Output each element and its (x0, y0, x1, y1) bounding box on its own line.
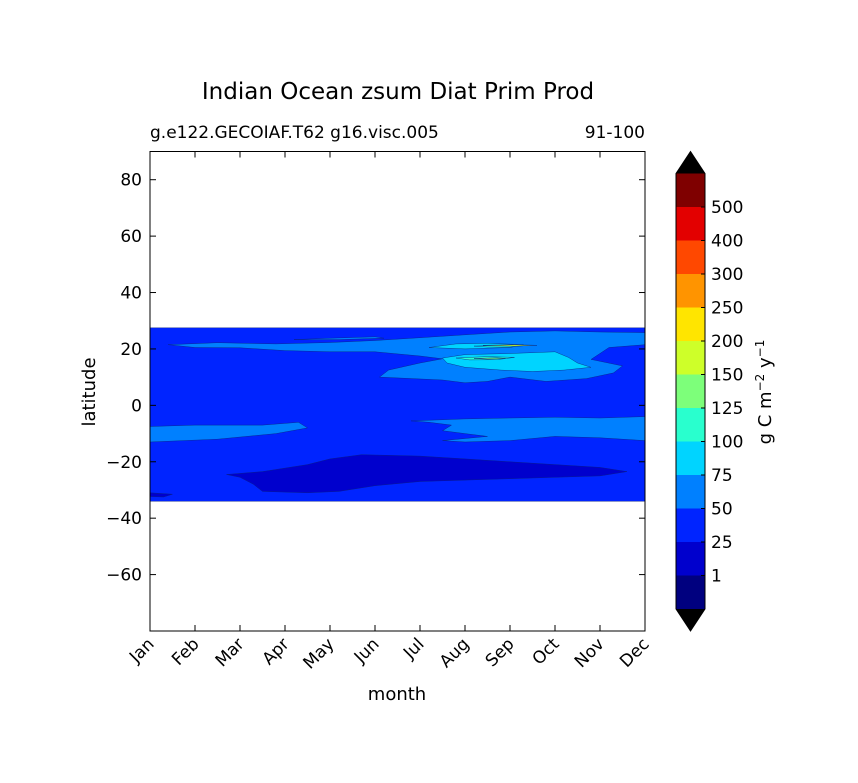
chart-subtitle-right: 91-100 (585, 123, 645, 143)
colorbar-segment (676, 173, 705, 207)
colorbar-segment (676, 341, 705, 375)
contour-region-north-50-75-b (293, 336, 385, 340)
colorbar-tick-label: 500 (711, 198, 743, 218)
contour-region-north-150-200 (482, 344, 538, 347)
colorbar-tick-label: 25 (711, 533, 733, 553)
contour-region-north-125-150 (473, 357, 506, 360)
colorbar-segment (676, 408, 705, 442)
contour-region-south-1-25 (226, 454, 628, 494)
colorbar-tick-label: 300 (711, 265, 743, 285)
y-tick-label: −60 (106, 566, 142, 586)
y-tick-label: 60 (120, 227, 142, 247)
x-tick-label: Oct (529, 634, 564, 669)
colorbar-tick-label: 250 (711, 299, 743, 319)
x-tick-label: Jul (399, 634, 428, 663)
y-tick-label: 0 (131, 396, 142, 416)
colorbar-segment (676, 475, 705, 509)
x-tick-label: Apr (259, 634, 294, 669)
y-tick-label: −20 (106, 453, 142, 473)
contour-region-south-50-75-a (149, 422, 309, 443)
colorbar-tick-label: 1 (711, 567, 722, 587)
colorbar-segment (676, 508, 705, 542)
y-axis-ticks: 80 60 40 20 0 −20 −40 −60 (106, 171, 645, 586)
x-tick-label: Aug (436, 634, 474, 672)
colorbar-extend-high (676, 151, 705, 174)
y-tick-label: −40 (106, 509, 142, 529)
colorbar-label-exp-y: −1 (753, 340, 767, 358)
colorbar-extend-low (676, 609, 705, 631)
x-tick-label: Dec (616, 634, 653, 671)
y-tick-label: 20 (120, 340, 142, 360)
colorbar-tick-label: 75 (711, 466, 733, 486)
y-tick-label: 40 (120, 284, 142, 304)
colorbar-tick-label: 50 (711, 500, 733, 520)
colorbar-segment (676, 207, 705, 241)
colorbar-label-unit: g C m (755, 391, 776, 444)
colorbar-segment (676, 307, 705, 341)
colorbar-segment (676, 575, 705, 609)
x-tick-label: Feb (168, 634, 203, 669)
y-tick-label: 80 (120, 171, 142, 191)
colorbar-segment (676, 274, 705, 308)
x-tick-label: Jun (350, 634, 384, 668)
chart-title: Indian Ocean zsum Diat Prim Prod (202, 79, 594, 105)
y-axis-label: latitude (79, 357, 100, 426)
colorbar-tick-label: 150 (711, 366, 743, 386)
colorbar-tick-label: 125 (711, 399, 743, 419)
x-axis-label: month (368, 684, 426, 705)
contour-region-south-50-75-b (410, 416, 646, 443)
x-tick-label: Jan (125, 634, 158, 667)
colorbar-segment (676, 374, 705, 408)
x-tick-label: Mar (212, 634, 249, 671)
colorbar-tick-label: 400 (711, 232, 743, 252)
colorbar-label-exp-m: −2 (753, 374, 767, 392)
colorbar-tick-label: 200 (711, 332, 743, 352)
colorbar-segment (676, 542, 705, 576)
x-tick-label: Sep (482, 634, 519, 671)
colorbar-segment (676, 441, 705, 475)
plot-regions (149, 327, 646, 502)
plot-frame (149, 151, 646, 632)
chart-subtitle-left: g.e122.GECOIAF.T62 g16.visc.005 (150, 123, 439, 143)
colorbar-label: g C m−2 y−1 (753, 340, 776, 445)
colorbar-label-y: y (755, 357, 776, 374)
colorbar-outline (675, 150, 706, 632)
x-tick-label: May (300, 634, 339, 673)
colorbar-segment (676, 240, 705, 274)
x-tick-label: Nov (571, 634, 609, 672)
contour-region-north-75-100 (442, 351, 592, 372)
colorbar-tick-label: 100 (711, 433, 743, 453)
